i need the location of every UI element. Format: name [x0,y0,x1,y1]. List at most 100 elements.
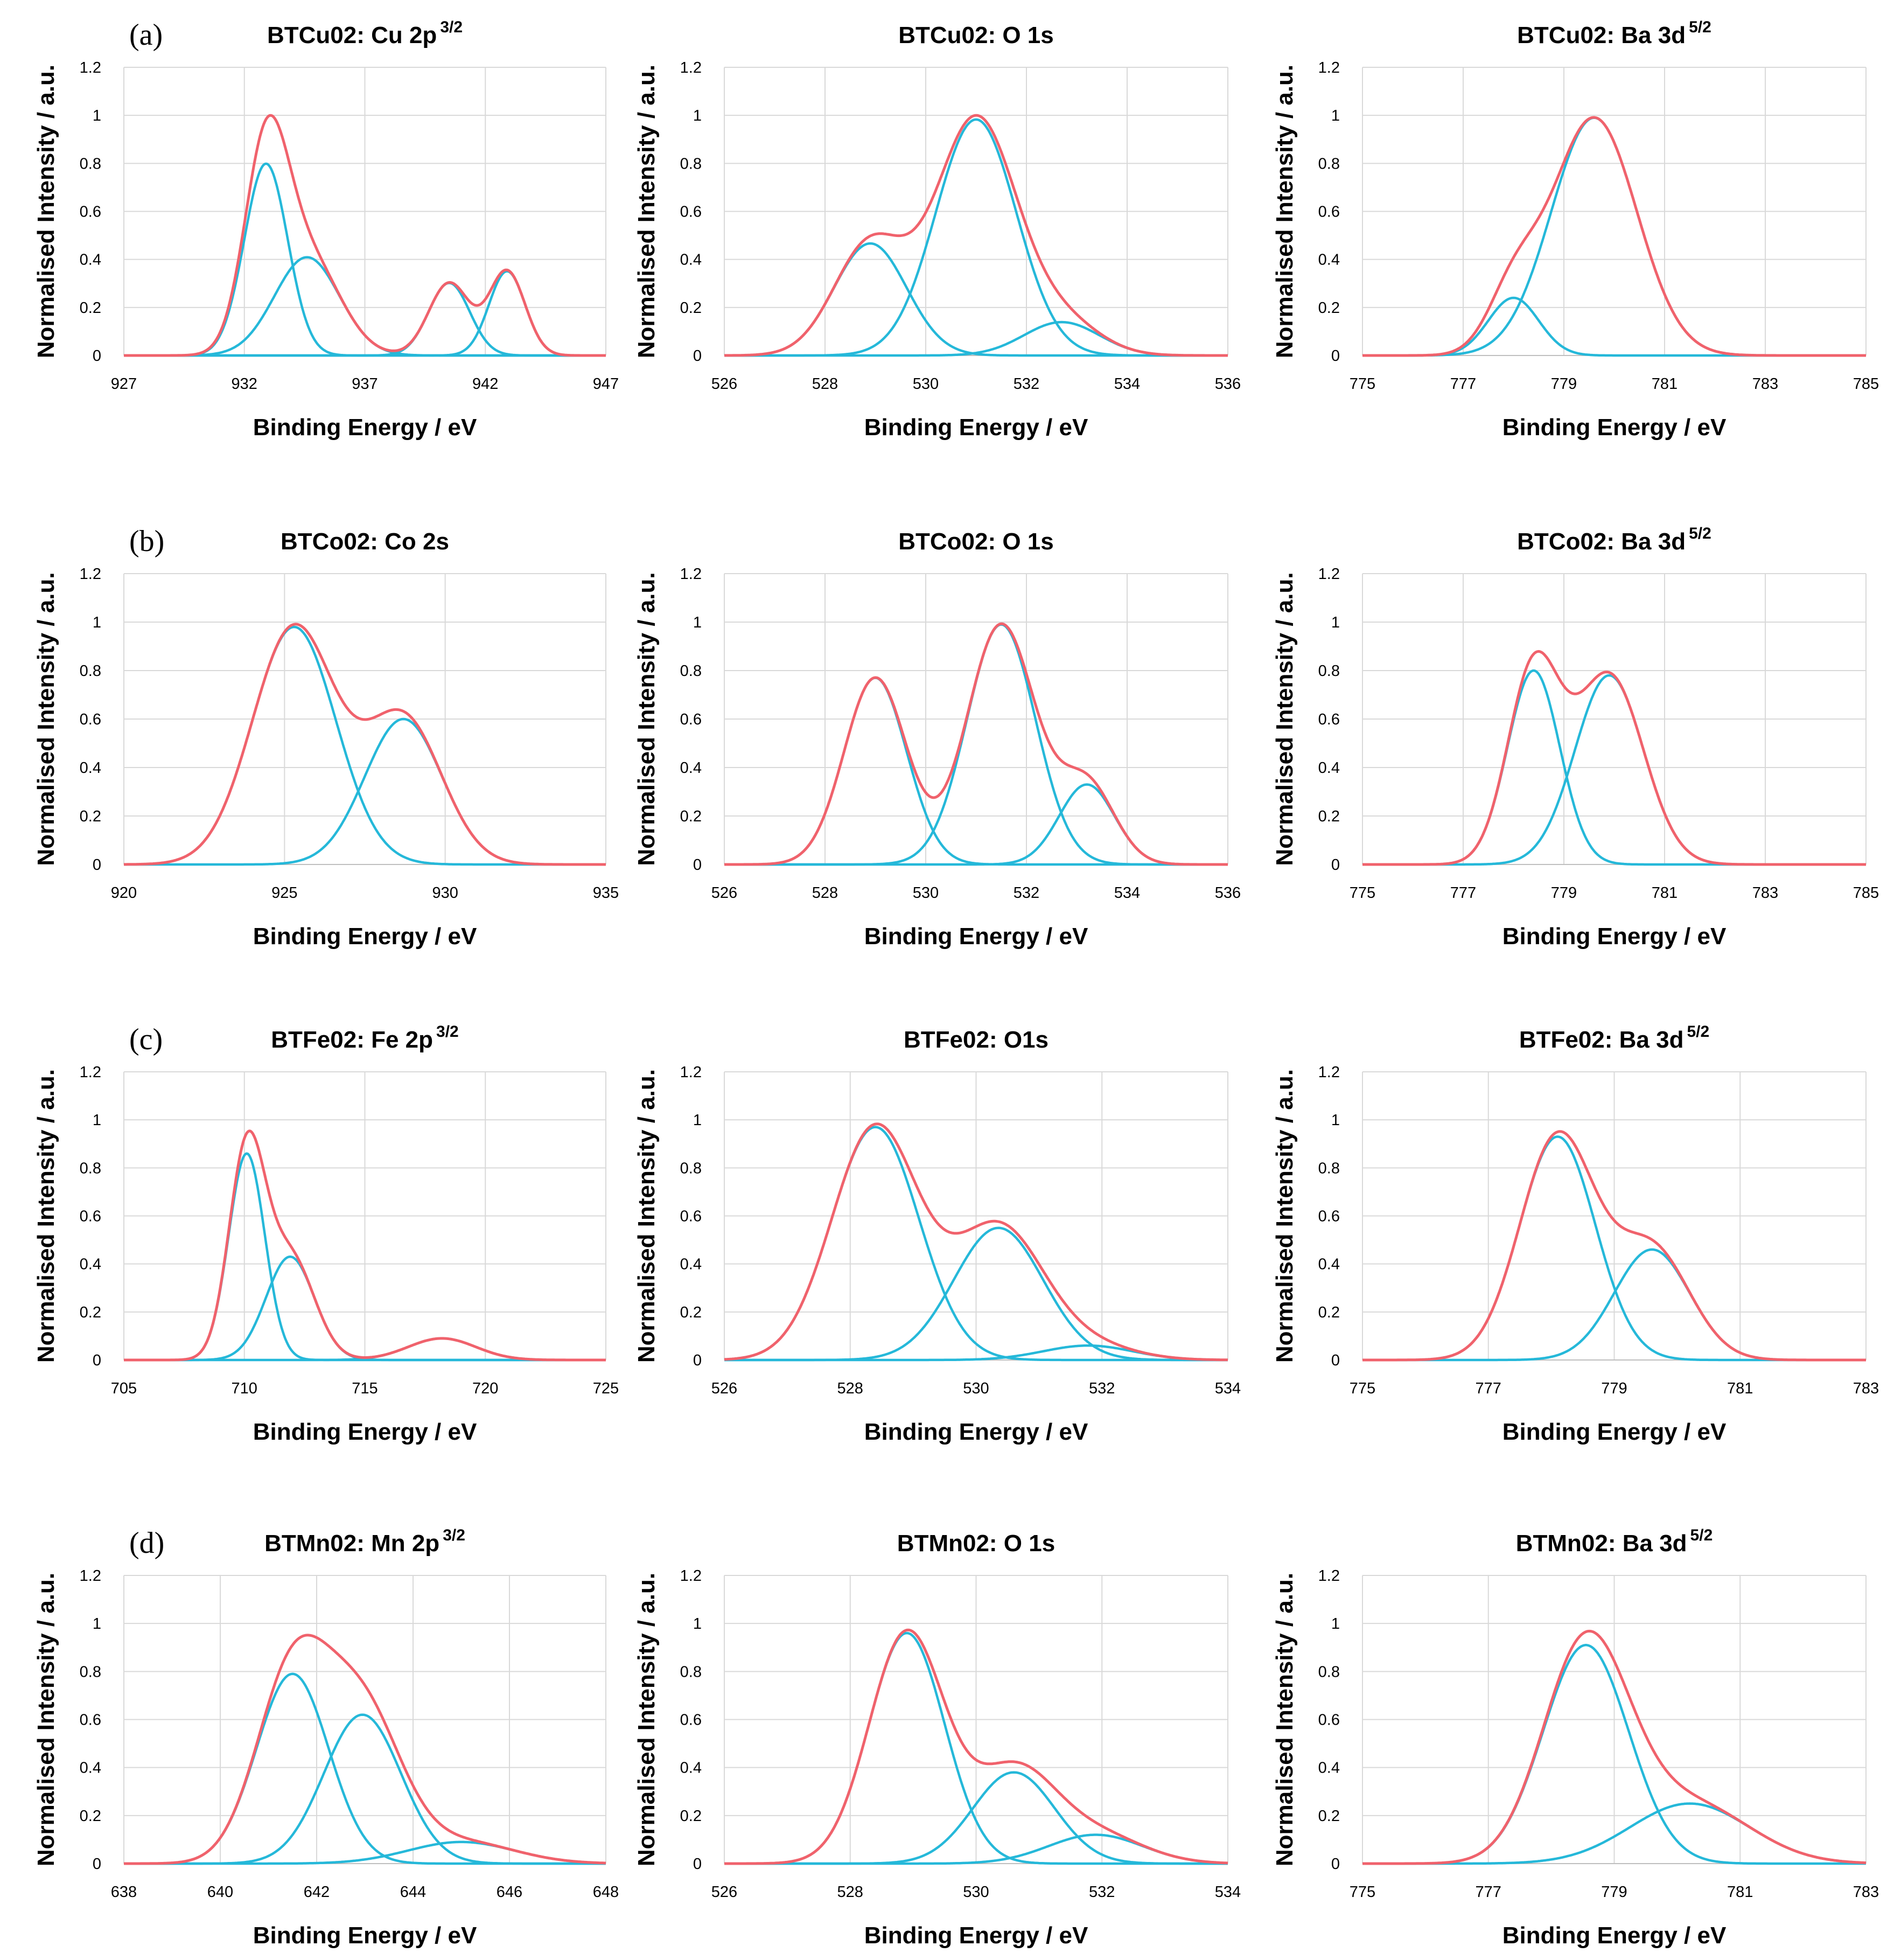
chart-5-xtick-label: 528 [812,884,838,902]
chart-4-ytick-label: 0.2 [80,808,101,825]
chart-9-xtick-label: 783 [1853,1380,1879,1397]
chart-6-component-2 [1362,674,1866,866]
chart-12-ytick-label: 0.8 [1318,1663,1340,1680]
chart-8-title: BTFe02: O1s [904,1027,1049,1053]
chart-9-xtick-label: 777 [1476,1380,1501,1397]
chart-5: 526 528 530 532 534 536 0 0.2 0.4 0.6 0.8 1 1.2 Bindi… [633,528,1241,950]
chart-4-ytick-label: 0.6 [80,711,101,728]
chart-6-xtick-label: 783 [1752,884,1778,902]
chart-2-xtick-label: 530 [913,375,939,393]
chart-4-x-axis-title: Binding Energy / eV [253,923,477,950]
chart-6-title: BTCo02: Ba 3d 5/2 [1517,525,1711,555]
chart-3-ytick-label: 0.2 [1318,299,1340,317]
chart-10-ytick-label: 1.2 [80,1567,101,1585]
chart-7-ytick-label: 0.2 [80,1304,101,1321]
chart-10-xtick-label: 642 [304,1884,330,1901]
chart-7-xtick-label: 720 [472,1380,498,1397]
chart-5-xtick-label: 534 [1114,884,1140,902]
chart-2-title: BTCu02: O 1s [898,22,1054,48]
chart-3: 775 777 779 781 783 785 0 0.2 0.4 0.6 0.8 1 1.2 Bindi… [1271,18,1879,441]
chart-3-ytick-label: 0.8 [1318,155,1340,172]
chart-7-ytick-label: 0 [93,1352,101,1369]
chart-8-xtick-label: 530 [963,1380,989,1397]
chart-11-xtick-label: 530 [963,1884,989,1901]
chart-7: 705 710 715 720 725 0 0.2 0.4 0.6 0.8 1 1.2 Binding … [33,1023,619,1445]
chart-6-ytick-label: 0.4 [1318,759,1340,777]
chart-7-ytick-label: 0.8 [80,1160,101,1177]
chart-8-xtick-label: 526 [711,1380,737,1397]
chart-1-title: BTCu02: Cu 2p 3/2 [267,18,463,48]
chart-7-ytick-label: 1.2 [80,1064,101,1081]
chart-5-xtick-label: 536 [1215,884,1241,902]
chart-2-ytick-label: 0.8 [680,155,702,172]
chart-4-ytick-label: 1.2 [80,566,101,583]
chart-2-component-2 [724,118,1228,357]
chart-6-x-axis-title: Binding Energy / eV [1502,923,1727,950]
chart-6-y-axis-title: Normalised Intensity / a.u. [1271,572,1298,866]
chart-5-xtick-label: 532 [1014,884,1039,902]
chart-12-ytick-label: 0.6 [1318,1712,1340,1729]
chart-1-ytick-label: 1.2 [80,59,101,76]
chart-8-ytick-label: 0 [693,1352,702,1369]
chart-1-xtick-label: 947 [593,375,619,393]
chart-4-xtick-label: 920 [111,884,137,902]
chart-11-ytick-label: 1 [693,1615,702,1633]
chart-3-envelope [1362,116,1867,357]
chart-1-xtick-label: 932 [232,375,257,393]
chart-2: 526 528 530 532 534 536 0 0.2 0.4 0.6 0.8 1 1.2 Bindi… [633,22,1241,441]
chart-3-xtick-label: 779 [1551,375,1577,393]
chart-9-xtick-label: 781 [1727,1380,1753,1397]
chart-4-envelope [123,623,606,866]
chart-12-title: BTMn02: Ba 3d 5/2 [1516,1526,1713,1557]
chart-3-component-2 [1362,116,1866,357]
chart-4-ytick-label: 1 [93,614,101,631]
chart-2-xtick-label: 526 [711,375,737,393]
chart-7-xtick-label: 725 [593,1380,619,1397]
chart-11-ytick-label: 0 [693,1856,702,1873]
chart-8-y-axis-title: Normalised Intensity / a.u. [633,1069,660,1363]
chart-2-ytick-label: 0.2 [680,299,702,317]
chart-2-xtick-label: 536 [1215,375,1241,393]
chart-12-ytick-label: 1 [1331,1615,1340,1633]
chart-5-x-axis-title: Binding Energy / eV [864,923,1088,950]
chart-10-ytick-label: 0.8 [80,1663,101,1680]
chart-10-xtick-label: 644 [400,1884,426,1901]
chart-11-ytick-label: 1.2 [680,1567,702,1585]
chart-8-xtick-label: 532 [1089,1380,1115,1397]
chart-7-x-axis-title: Binding Energy / eV [253,1419,477,1445]
chart-5-y-axis-title: Normalised Intensity / a.u. [633,572,660,866]
chart-6-ytick-label: 1.2 [1318,566,1340,583]
chart-2-ytick-label: 0.6 [680,204,702,221]
chart-7-title: BTFe02: Fe 2p 3/2 [271,1023,458,1053]
chart-11-xtick-label: 528 [837,1884,863,1901]
chart-5-ytick-label: 0.2 [680,808,702,825]
chart-8-xtick-label: 528 [837,1380,863,1397]
chart-5-ytick-label: 0.8 [680,662,702,680]
chart-7-xtick-label: 705 [111,1380,137,1397]
chart-10-component-2 [123,1713,606,1865]
chart-10-xtick-label: 648 [593,1884,619,1901]
chart-1-x-axis-title: Binding Energy / eV [253,414,477,441]
chart-3-xtick-label: 777 [1450,375,1476,393]
chart-11-ytick-label: 0.4 [680,1760,702,1777]
chart-8-ytick-label: 0.4 [680,1256,702,1273]
chart-5-ytick-label: 1 [693,614,702,631]
chart-1-y-axis-title: Normalised Intensity / a.u. [33,65,59,358]
chart-6-ytick-label: 0.8 [1318,662,1340,680]
chart-1-panel-label: (a) [129,18,163,52]
chart-1-ytick-label: 1 [93,107,101,124]
chart-9-ytick-label: 0.6 [1318,1208,1340,1225]
chart-6-xtick-label: 785 [1853,884,1879,902]
chart-6-ytick-label: 0 [1331,856,1340,874]
chart-5-component-1 [724,676,1228,866]
chart-8-envelope [724,1122,1228,1362]
chart-2-ytick-label: 1 [693,107,702,124]
chart-9: 775 777 779 781 783 0 0.2 0.4 0.6 0.8 1 1.2 Binding … [1271,1023,1879,1445]
chart-6-xtick-label: 781 [1652,884,1678,902]
chart-5-component-3 [724,783,1228,866]
chart-5-xtick-label: 526 [711,884,737,902]
chart-9-title: BTFe02: Ba 3d 5/2 [1519,1023,1709,1053]
chart-12-y-axis-title: Normalised Intensity / a.u. [1271,1573,1298,1866]
chart-3-x-axis-title: Binding Energy / eV [1502,414,1727,441]
